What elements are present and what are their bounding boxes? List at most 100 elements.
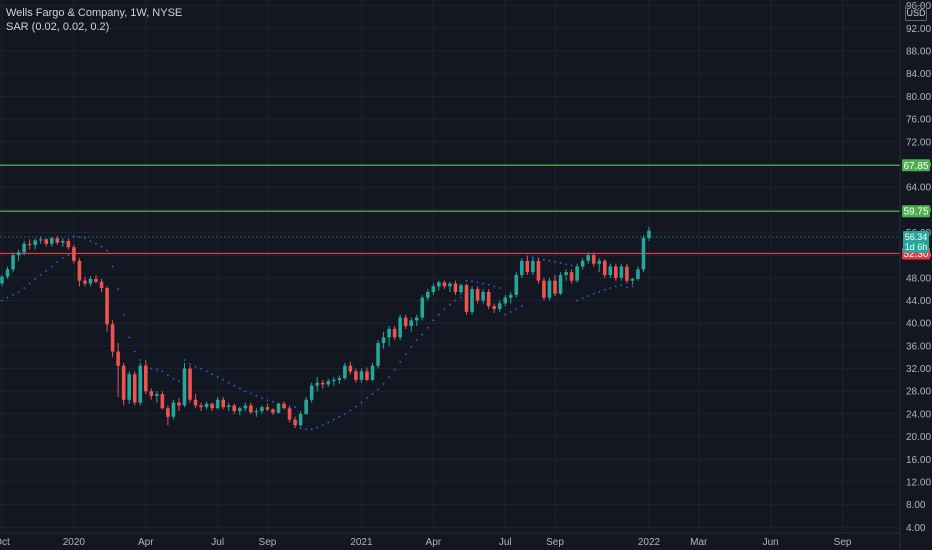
candle[interactable] <box>138 362 143 406</box>
candle[interactable] <box>497 300 502 312</box>
candle[interactable] <box>525 256 530 276</box>
candle[interactable] <box>38 236 43 244</box>
candle[interactable] <box>431 283 436 295</box>
horizontal-levels[interactable] <box>0 164 900 255</box>
candle[interactable] <box>536 257 541 284</box>
candle[interactable] <box>569 269 574 284</box>
candle[interactable] <box>409 317 414 332</box>
candle[interactable] <box>614 263 618 281</box>
candle[interactable] <box>287 406 292 423</box>
candle[interactable] <box>426 289 430 301</box>
candle[interactable] <box>453 280 458 295</box>
currency-badge[interactable]: USD <box>905 5 927 21</box>
candle[interactable] <box>414 314 419 327</box>
candle[interactable] <box>282 401 286 410</box>
candle[interactable] <box>110 320 115 358</box>
candle[interactable] <box>221 396 225 410</box>
candle[interactable] <box>155 391 159 403</box>
candle[interactable] <box>293 416 297 429</box>
candle[interactable] <box>619 263 624 281</box>
candle[interactable] <box>580 257 585 270</box>
candle[interactable] <box>575 263 579 283</box>
candlesticks[interactable] <box>0 226 651 429</box>
candle[interactable] <box>83 276 87 287</box>
candle[interactable] <box>243 402 248 412</box>
candle[interactable] <box>5 266 10 279</box>
candle[interactable] <box>337 375 342 384</box>
candle[interactable] <box>332 377 336 386</box>
candle[interactable] <box>470 286 474 315</box>
candle[interactable] <box>442 280 447 290</box>
candle[interactable] <box>381 331 386 349</box>
candle[interactable] <box>105 286 109 332</box>
candle[interactable] <box>237 406 242 416</box>
candle[interactable] <box>608 263 613 278</box>
candle[interactable] <box>320 379 325 389</box>
candle[interactable] <box>459 283 463 295</box>
candle[interactable] <box>94 275 98 284</box>
candle[interactable] <box>199 402 203 412</box>
candle[interactable] <box>481 289 485 304</box>
candle[interactable] <box>188 365 192 403</box>
candle[interactable] <box>22 240 26 256</box>
candle[interactable] <box>348 361 353 375</box>
candle[interactable] <box>420 294 425 321</box>
candle[interactable] <box>232 403 237 414</box>
candle[interactable] <box>586 252 590 264</box>
candle[interactable] <box>44 238 49 247</box>
candle[interactable] <box>387 326 391 346</box>
candle[interactable] <box>503 294 508 307</box>
candle[interactable] <box>486 289 491 310</box>
candle[interactable] <box>630 277 635 285</box>
candle[interactable] <box>403 314 408 329</box>
candle[interactable] <box>437 280 441 291</box>
candle[interactable] <box>514 272 519 298</box>
time-axis[interactable]: Oct 2020 Apr Jul Sep 2021 Apr Jul Sep 2022 Mar Jun S… <box>0 537 852 548</box>
candle[interactable] <box>160 391 165 410</box>
candle[interactable] <box>215 396 220 410</box>
candle[interactable] <box>602 259 607 278</box>
candle[interactable] <box>99 278 104 293</box>
candle[interactable] <box>177 398 181 412</box>
candle[interactable] <box>591 252 596 267</box>
candle[interactable] <box>121 362 126 406</box>
candle[interactable] <box>143 360 148 395</box>
indicator-title[interactable]: SAR (0.02, 0.02, 0.2) <box>6 21 110 33</box>
candle[interactable] <box>508 292 513 304</box>
candle[interactable] <box>531 257 535 276</box>
candle[interactable] <box>16 249 21 261</box>
candle[interactable] <box>359 368 364 383</box>
candle[interactable] <box>226 402 231 412</box>
candle[interactable] <box>66 238 71 250</box>
candle[interactable] <box>116 343 120 397</box>
candle[interactable] <box>27 239 32 250</box>
candle[interactable] <box>636 266 640 281</box>
candle[interactable] <box>326 378 331 387</box>
candle[interactable] <box>343 362 347 380</box>
candle[interactable] <box>304 396 308 416</box>
candle[interactable] <box>49 237 54 247</box>
candle[interactable] <box>309 382 314 403</box>
candle[interactable] <box>647 226 651 241</box>
candle[interactable] <box>542 277 546 301</box>
candle[interactable] <box>625 263 629 284</box>
candle[interactable] <box>276 402 281 414</box>
candle[interactable] <box>11 252 15 273</box>
candle[interactable] <box>448 281 452 293</box>
candle[interactable] <box>597 257 602 273</box>
candle[interactable] <box>55 235 60 245</box>
candle[interactable] <box>354 368 358 383</box>
candle[interactable] <box>564 269 568 281</box>
candle[interactable] <box>254 408 259 417</box>
candle[interactable] <box>72 244 76 264</box>
candle[interactable] <box>547 277 552 301</box>
candle[interactable] <box>132 371 137 406</box>
candle[interactable] <box>210 402 214 412</box>
candle[interactable] <box>77 257 82 287</box>
candle[interactable] <box>149 388 154 400</box>
candle[interactable] <box>271 408 275 416</box>
candle[interactable] <box>492 303 496 313</box>
candle[interactable] <box>61 238 65 247</box>
candle[interactable] <box>298 411 303 427</box>
